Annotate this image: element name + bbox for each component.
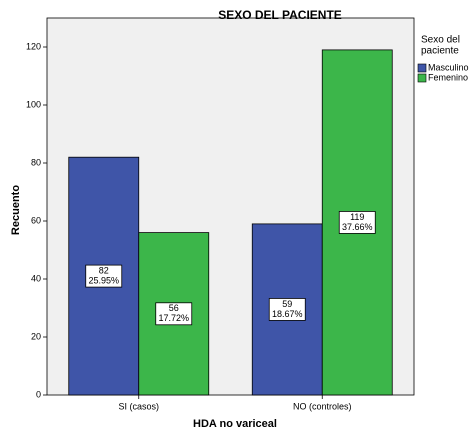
y-tick-label: 100: [26, 99, 41, 109]
y-tick-label: 60: [31, 215, 41, 225]
legend-title: paciente: [421, 46, 459, 57]
chart-title: SEXO DEL PACIENTE: [218, 8, 342, 22]
y-tick-label: 20: [31, 331, 41, 341]
value-label: 119: [350, 212, 364, 222]
value-label-box: [155, 302, 193, 326]
value-label: 37.66%: [342, 222, 373, 232]
legend-title: Sexo del: [421, 35, 460, 46]
value-label: 82: [99, 265, 109, 275]
y-axis-label: Recuento: [10, 185, 22, 235]
value-label: 17.72%: [158, 313, 189, 323]
legend-label: Masculino: [428, 62, 469, 72]
x-tick-label: NO (controles): [293, 401, 352, 411]
x-tick-label: SI (casos): [118, 401, 159, 411]
legend-swatch: [417, 63, 427, 73]
value-label: 59: [282, 299, 292, 309]
legend-swatch: [417, 73, 427, 83]
value-label-box: [85, 264, 123, 288]
y-tick-label: 0: [36, 389, 41, 399]
value-label: 25.95%: [88, 275, 119, 285]
value-label: 18.67%: [272, 309, 303, 319]
legend-label: Femenino: [428, 72, 468, 82]
value-label: 56: [169, 303, 179, 313]
y-tick-label: 120: [26, 41, 41, 51]
y-tick-label: 40: [31, 273, 41, 283]
y-tick-label: 80: [31, 157, 41, 167]
value-label-box: [338, 211, 376, 234]
x-axis-label: HDA no variceal: [193, 418, 277, 430]
value-label-box: [268, 298, 306, 321]
